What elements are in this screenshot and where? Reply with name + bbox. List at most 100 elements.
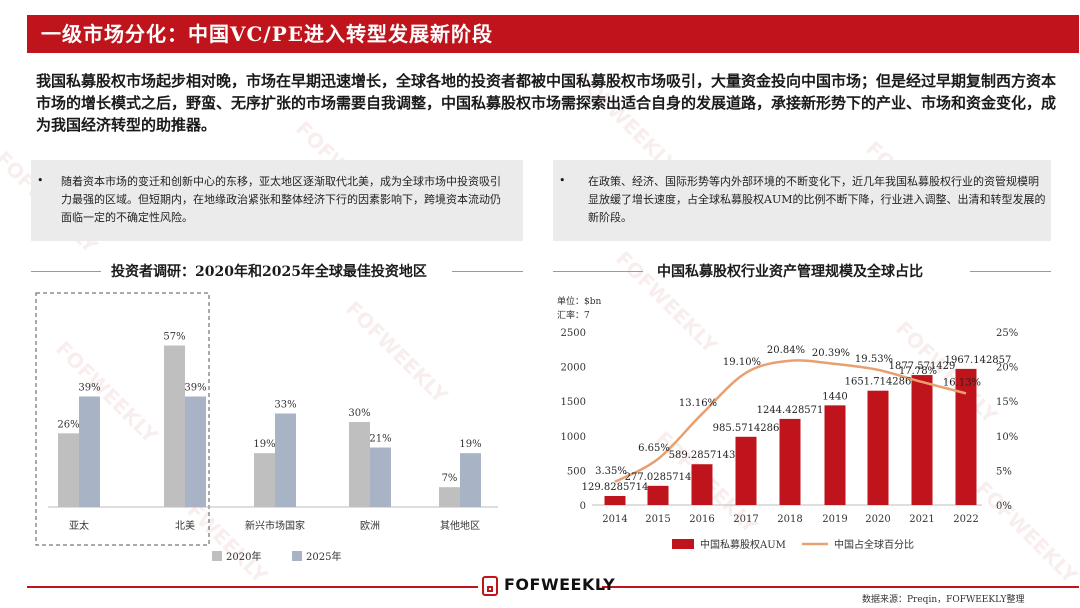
year-label: 2021 — [909, 514, 934, 525]
share-value-label: 13.16% — [679, 398, 717, 409]
section-rule — [452, 271, 523, 272]
section-rule — [970, 271, 1051, 272]
aum-value-label: 277.0285714 — [625, 472, 692, 483]
category-label: 新兴市场国家 — [245, 519, 305, 532]
bar — [79, 396, 100, 507]
aum-bar — [911, 375, 933, 505]
year-label: 2017 — [733, 514, 758, 525]
aum-value-label: 1244.428571 — [757, 405, 824, 416]
bar — [439, 487, 460, 507]
bar — [370, 447, 391, 507]
y-left-tick-label: 2500 — [561, 328, 586, 339]
year-label: 2020 — [865, 514, 890, 525]
legend-swatch — [212, 551, 222, 561]
y-right-tick-label: 20% — [996, 363, 1018, 374]
year-label: 2019 — [822, 514, 847, 525]
bar — [275, 413, 296, 507]
highlight-dashed-box — [35, 292, 210, 546]
legend-label: 2025年 — [306, 550, 341, 563]
legend-label: 中国私募股权AUM — [700, 538, 786, 551]
aum-value-label: 1877.571429 — [889, 361, 956, 372]
share-value-label: 17.78% — [899, 366, 937, 377]
bar-value-label: 30% — [348, 408, 370, 419]
aum-bar — [867, 390, 889, 505]
aum-value-label: 129.8285714 — [582, 482, 649, 493]
y-right-tick-label: 15% — [996, 397, 1018, 408]
bullet-box-right: • 在政策、经济、国际形势等内外部环境的不断变化下，近几年我国私募股权行业的资管… — [553, 160, 1051, 241]
share-value-label: 20.84% — [767, 345, 805, 356]
aum-bar — [735, 436, 757, 505]
bar-value-label: 57% — [163, 332, 185, 343]
share-value-label: 19.53% — [855, 354, 893, 365]
bullet-box-left: • 随着资本市场的变迁和创新中心的东移，亚太地区逐渐取代北美，成为全球市场中投资… — [31, 160, 523, 241]
aum-share-chart: 单位：$bn 汇率：7 0 500 1000 1500 2000 2500 0% 5% 10% 1… — [557, 295, 1018, 551]
bullet-text: 随着资本市场的变迁和创新中心的东移，亚太地区逐渐取代北美，成为全球市场中投资吸引… — [61, 175, 501, 224]
aum-value-label: 1967.142857 — [945, 355, 1012, 366]
year-label: 2022 — [953, 514, 978, 525]
share-value-label: 19.10% — [723, 357, 761, 368]
bar-value-label: 19% — [253, 439, 275, 450]
year-label: 2014 — [602, 514, 627, 525]
y-right-tick-label: 5% — [996, 466, 1012, 477]
y-left-tick-label: 0 — [580, 501, 586, 512]
y-left-tick-label: 1000 — [561, 432, 586, 443]
bullet-text: 在政策、经济、国际形势等内外部环境的不断变化下，近几年我国私募股权行业的资管规模… — [588, 175, 1046, 224]
aum-bar — [955, 368, 977, 505]
share-value-label: 20.39% — [812, 348, 850, 359]
page-title: 一级市场分化：中国VC/PE进入转型发展新阶段 — [41, 22, 494, 46]
title-bar: 一级市场分化：中国VC/PE进入转型发展新阶段 — [27, 15, 1079, 53]
category-label: 亚太 — [69, 519, 89, 532]
section-rule — [553, 271, 643, 272]
year-label: 2018 — [777, 514, 802, 525]
aum-value-label: 985.5714286 — [713, 423, 780, 434]
bar-value-label: 39% — [78, 383, 100, 394]
bar-value-label: 39% — [184, 383, 206, 394]
bar — [254, 453, 275, 507]
bar — [460, 453, 481, 507]
y-right-tick-label: 25% — [996, 328, 1018, 339]
share-value-label: 6.65% — [638, 443, 670, 454]
category-label: 北美 — [175, 519, 195, 532]
aum-bar — [824, 405, 846, 505]
investor-region-chart: 26% 39% 亚太 57% 39% 北美 19% 33% 新兴市场国家 30% 21% 欧洲 7% 19… — [35, 292, 498, 563]
source-note: 数据来源：Preqin，FOFWEEKLY整理 — [862, 595, 1025, 605]
aum-value-label: 1651.714286 — [845, 377, 912, 388]
bar — [349, 422, 370, 507]
bar-value-label: 19% — [459, 439, 481, 450]
bar-value-label: 21% — [369, 434, 391, 445]
bar — [58, 433, 79, 507]
bar — [185, 396, 206, 507]
aum-bar — [691, 464, 713, 505]
bar-value-label: 7% — [442, 473, 458, 484]
legend-swatch — [292, 551, 302, 561]
left-chart-title: 投资者调研：2020年和2025年全球最佳投资地区 — [111, 264, 427, 280]
share-value-label: 16.13% — [943, 377, 981, 388]
y-left-tick-label: 1500 — [561, 397, 586, 408]
aum-value-label: 1440 — [822, 391, 847, 402]
legend-label: 2020年 — [226, 550, 261, 563]
footer-logo: FOFWEEKLY — [478, 571, 615, 601]
y-right-tick-label: 0% — [996, 501, 1012, 512]
bar-value-label: 33% — [274, 400, 296, 411]
bar — [164, 345, 185, 507]
y-left-tick-label: 2000 — [561, 363, 586, 374]
legend-label: 中国占全球百分比 — [834, 538, 914, 551]
logo-icon — [482, 576, 498, 596]
legend-swatch — [672, 539, 694, 549]
year-label: 2015 — [645, 514, 670, 525]
y-right-tick-label: 10% — [996, 432, 1018, 443]
logo-text: FOFWEEKLY — [504, 575, 616, 594]
share-value-label: 3.35% — [595, 466, 627, 477]
aum-bar — [779, 418, 801, 505]
share-line — [614, 359, 967, 483]
rate-label: 汇率：7 — [557, 309, 590, 321]
y-left-tick-label: 500 — [567, 466, 586, 477]
aum-value-label: 589.2857143 — [669, 450, 736, 461]
bullet-marker: • — [559, 174, 566, 187]
bar-value-label: 26% — [57, 419, 79, 430]
section-rule — [31, 271, 101, 272]
aum-bar — [647, 485, 669, 505]
right-chart-title: 中国私募股权行业资产管理规模及全球占比 — [657, 264, 923, 280]
aum-bar — [604, 496, 626, 505]
unit-label: 单位：$bn — [557, 295, 601, 307]
